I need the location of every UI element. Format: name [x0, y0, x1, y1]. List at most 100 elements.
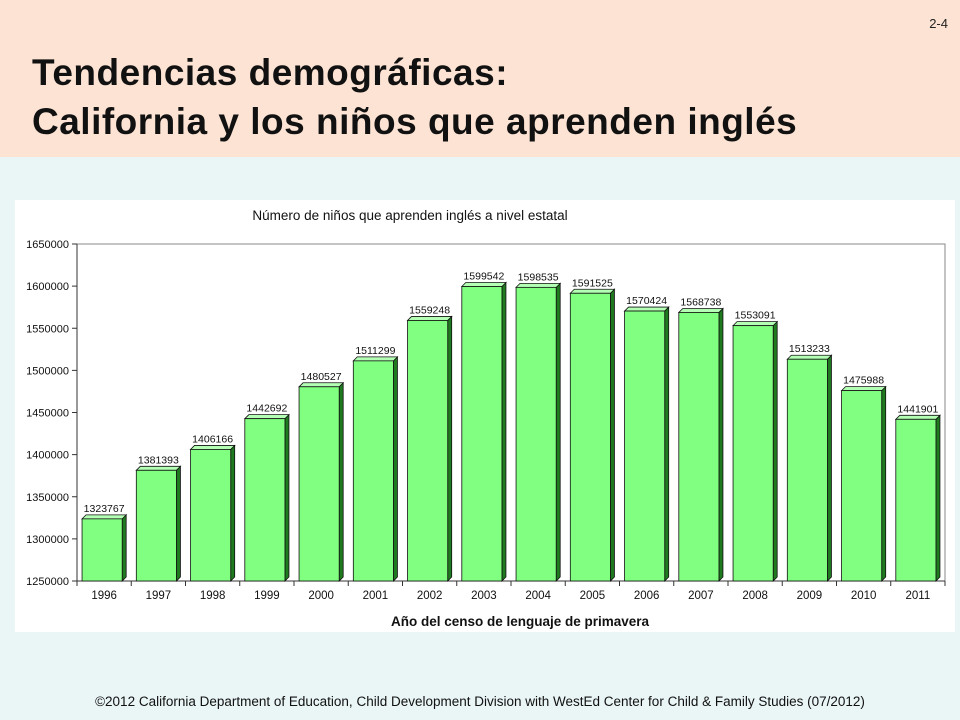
bar-data-label: 1553091 [735, 310, 776, 322]
x-tick-label: 1997 [146, 590, 172, 602]
y-tick-label: 1250000 [26, 576, 69, 588]
bar [623, 306, 670, 582]
bar-side [664, 306, 670, 582]
bar-chart: Número de niños que aprenden inglés a ni… [26, 208, 946, 629]
bar-side [121, 513, 127, 582]
x-tick-label: 1996 [91, 590, 117, 602]
bar-front [135, 469, 177, 582]
bar-front [244, 418, 286, 582]
bar-front [895, 418, 937, 582]
x-tick-label: 2007 [688, 590, 714, 602]
bar-front [407, 320, 449, 582]
bar-front [732, 325, 774, 582]
bar-top [623, 306, 670, 312]
bar [352, 355, 399, 582]
bar-side [176, 465, 181, 582]
y-tick-label: 1650000 [26, 239, 69, 251]
bar-top [189, 445, 236, 450]
bar-side [935, 414, 941, 582]
slide-header: 2-4 Tendencias demográficas: California … [0, 0, 960, 157]
bar-top [406, 316, 453, 321]
bar [732, 320, 779, 582]
bar-data-label: 1323767 [84, 503, 125, 515]
bar-top [352, 356, 399, 362]
bar [569, 288, 616, 582]
bar [243, 413, 290, 582]
bar [677, 307, 724, 582]
x-tick-label: 2010 [851, 590, 877, 602]
x-tick-label: 2004 [525, 590, 551, 602]
bar-side [501, 281, 507, 582]
x-tick-label: 2001 [363, 590, 389, 602]
chart-title: Número de niños que aprenden inglés a ni… [252, 208, 567, 223]
x-tick-label: 2000 [308, 590, 334, 602]
x-tick-label: 2011 [906, 590, 931, 602]
bar-data-label: 1381393 [138, 454, 179, 466]
bar-top [460, 282, 507, 287]
x-tick-label: 1999 [254, 590, 280, 602]
bar-front [786, 358, 828, 582]
bar-front [624, 310, 666, 582]
bar-top [298, 382, 345, 388]
y-tick-label: 1300000 [26, 534, 69, 546]
bar [81, 513, 128, 582]
bar-top [840, 386, 887, 392]
footer-copyright: ©2012 California Department of Education… [95, 694, 865, 709]
bar-top [894, 414, 941, 420]
x-tick-label: 1998 [200, 590, 226, 602]
bar-side [393, 355, 398, 582]
bar-side [230, 444, 236, 582]
bar-data-label: 1513233 [789, 343, 830, 355]
slide-title-line-2: California y los niños que aprenden ingl… [32, 101, 798, 142]
bar-top [732, 321, 779, 327]
y-tick-label: 1550000 [26, 323, 69, 335]
x-tick-label: 2002 [417, 590, 443, 602]
bar-data-label: 1598535 [518, 271, 559, 283]
chart-panel: Número de niños que aprenden inglés a ni… [15, 200, 955, 632]
bar-front [298, 386, 340, 582]
bar-top [569, 288, 616, 294]
bar-side [555, 282, 561, 582]
bar [894, 414, 941, 582]
bar [135, 465, 182, 582]
x-tick-label: 2005 [580, 590, 606, 602]
bar-side [772, 320, 778, 582]
bar-data-label: 1570424 [626, 295, 667, 307]
slide-title-line-1: Tendencias demográficas: [32, 52, 509, 93]
bar-front [515, 286, 557, 582]
bar-side [284, 413, 290, 582]
x-tick-label: 2006 [634, 590, 660, 602]
bar-top [515, 282, 562, 288]
bar-side [610, 288, 615, 582]
bar-front [841, 390, 883, 582]
bar-data-label: 1441901 [897, 403, 938, 415]
x-tick-label: 2003 [471, 590, 497, 602]
bar-data-label: 1511299 [355, 345, 395, 357]
bar-data-label: 1480527 [301, 371, 342, 383]
bar-side [447, 315, 453, 582]
bar-front [352, 360, 394, 582]
bar [189, 444, 236, 582]
bar [406, 315, 453, 582]
y-tick-label: 1400000 [26, 450, 69, 462]
bar-data-label: 1406166 [192, 433, 233, 445]
bar-top [243, 414, 290, 420]
bar-side [338, 381, 344, 582]
bar [515, 282, 562, 582]
bar-front [678, 312, 720, 582]
slide-title: Tendencias demográficas: California y lo… [32, 48, 797, 146]
bar-top [81, 514, 128, 520]
y-tick-label: 1500000 [26, 365, 69, 377]
bar [460, 281, 507, 582]
bar-top [786, 354, 833, 360]
bar [840, 385, 887, 582]
bar-top [677, 308, 724, 313]
bar [786, 354, 833, 582]
bar-data-label: 1559248 [409, 304, 450, 316]
bar-side [718, 307, 724, 582]
x-tick-label: 2008 [742, 590, 768, 602]
y-tick-label: 1350000 [26, 492, 69, 504]
x-axis-title: Año del censo de lenguaje de primavera [391, 614, 650, 629]
bar-data-label: 1568738 [680, 296, 721, 308]
slide-number: 2-4 [929, 16, 948, 31]
